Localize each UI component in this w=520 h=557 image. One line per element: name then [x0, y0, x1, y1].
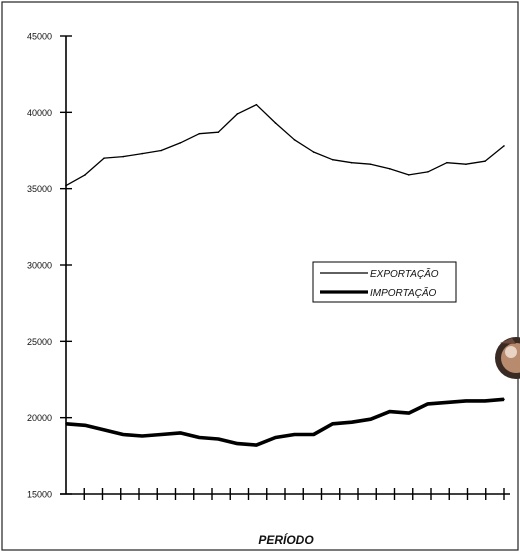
- data-point: [388, 410, 391, 413]
- data-point: [274, 436, 277, 439]
- data-point: [160, 149, 163, 152]
- y-tick-label: 25000: [27, 337, 52, 347]
- data-point: [236, 442, 239, 445]
- data-point: [446, 161, 448, 164]
- data-point: [65, 184, 67, 187]
- data-point: [388, 168, 391, 170]
- legend-label-exportacao: EXPORTAÇÃO: [370, 267, 439, 280]
- series-line-importacao: [65, 397, 505, 447]
- data-point: [103, 157, 105, 159]
- data-point: [198, 436, 201, 439]
- data-point: [255, 103, 258, 106]
- data-point: [84, 174, 86, 176]
- data-point: [427, 403, 429, 405]
- data-point: [369, 418, 372, 420]
- data-point: [465, 400, 467, 402]
- data-point: [293, 139, 296, 141]
- data-point: [350, 161, 353, 164]
- disc-sticker-icon: [495, 337, 520, 379]
- data-point: [312, 433, 315, 436]
- y-tick-label: 45000: [27, 32, 52, 42]
- data-point: [331, 158, 334, 161]
- data-point: [141, 152, 143, 155]
- data-point: [122, 433, 124, 436]
- data-point: [331, 422, 334, 425]
- data-point: [503, 398, 505, 401]
- data-point: [369, 163, 372, 166]
- y-tick-label: 30000: [27, 261, 52, 271]
- data-point: [465, 163, 467, 166]
- data-point: [446, 401, 448, 404]
- data-point: [236, 113, 239, 115]
- data-point: [350, 421, 353, 424]
- y-tick-label: 35000: [27, 184, 52, 194]
- data-point: [179, 432, 182, 434]
- data-point: [312, 151, 315, 153]
- y-tick-label: 15000: [27, 490, 52, 500]
- data-point: [503, 145, 505, 147]
- x-ticks: [83, 488, 505, 500]
- data-point: [274, 122, 277, 124]
- data-point: [84, 424, 86, 427]
- legend-label-importacao: IMPORTAÇÃO: [370, 286, 437, 299]
- legend: EXPORTAÇÃO IMPORTAÇÃO: [312, 261, 457, 303]
- data-point: [103, 429, 105, 431]
- data-point: [65, 422, 67, 425]
- data-point: [122, 155, 124, 158]
- data-point: [217, 131, 220, 133]
- y-tick-label: 20000: [27, 413, 52, 423]
- series-line-exportacao: [65, 104, 505, 187]
- data-point: [484, 160, 486, 162]
- series-lines: [65, 103, 505, 447]
- data-point: [141, 435, 143, 437]
- data-point: [255, 444, 258, 446]
- data-point: [407, 174, 410, 176]
- data-point: [293, 433, 296, 436]
- y-tick-label: 40000: [27, 108, 52, 118]
- x-axis-label: PERÍODO: [258, 532, 314, 547]
- data-point: [217, 438, 220, 440]
- data-point: [160, 433, 163, 436]
- data-point: [179, 142, 182, 144]
- data-point: [484, 400, 486, 402]
- data-point: [198, 132, 201, 135]
- data-point: [407, 412, 410, 414]
- data-point: [427, 171, 429, 173]
- legend-box: [312, 261, 457, 303]
